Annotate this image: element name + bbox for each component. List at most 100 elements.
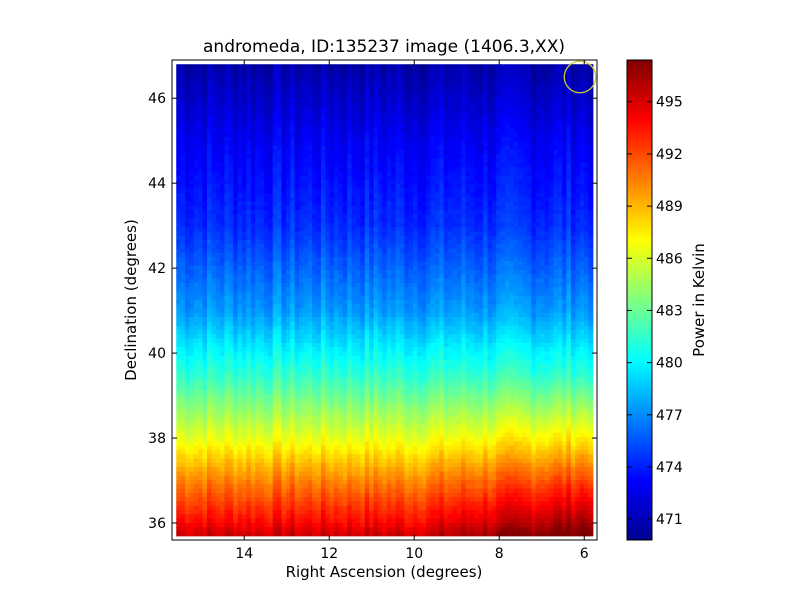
heatmap-cell bbox=[430, 128, 436, 134]
heatmap-cell bbox=[285, 201, 291, 207]
heatmap-cell bbox=[342, 270, 348, 275]
heatmap-cell bbox=[413, 115, 418, 121]
heatmap-cell bbox=[588, 231, 594, 237]
heatmap-cell bbox=[518, 218, 524, 224]
heatmap-cell bbox=[500, 162, 506, 168]
heatmap-cell bbox=[557, 175, 563, 181]
heatmap-cell bbox=[290, 64, 296, 70]
heatmap-cell bbox=[452, 197, 458, 203]
heatmap-cell bbox=[487, 154, 493, 160]
heatmap-cell bbox=[193, 72, 199, 78]
heatmap-cell bbox=[351, 124, 357, 130]
heatmap-cell bbox=[465, 89, 471, 95]
heatmap-cell bbox=[386, 252, 392, 258]
heatmap-cell bbox=[180, 132, 186, 138]
heatmap-cell bbox=[386, 124, 392, 130]
heatmap-cell bbox=[540, 111, 546, 117]
heatmap-cell bbox=[513, 119, 519, 125]
heatmap-cell bbox=[285, 102, 291, 108]
heatmap-cell bbox=[356, 257, 361, 263]
heatmap-cell bbox=[373, 239, 379, 245]
heatmap-cell bbox=[294, 162, 300, 168]
heatmap-cell bbox=[443, 282, 449, 288]
heatmap-cell bbox=[250, 68, 256, 74]
heatmap-cell bbox=[570, 184, 576, 190]
heatmap-cell bbox=[421, 77, 427, 82]
heatmap-cell bbox=[417, 197, 423, 203]
heatmap-cell bbox=[522, 167, 528, 173]
heatmap-cell bbox=[421, 72, 427, 78]
heatmap-cell bbox=[553, 265, 559, 271]
heatmap-cell bbox=[351, 184, 357, 190]
heatmap-cell bbox=[312, 115, 318, 121]
heatmap-cell bbox=[224, 278, 230, 284]
heatmap-cell bbox=[347, 222, 353, 228]
heatmap-cell bbox=[373, 205, 379, 211]
heatmap-cell bbox=[356, 167, 361, 173]
heatmap-cell bbox=[583, 115, 589, 121]
heatmap-cell bbox=[263, 248, 269, 254]
heatmap-cell bbox=[439, 158, 445, 164]
heatmap-cell bbox=[548, 239, 554, 245]
heatmap-cell bbox=[272, 278, 278, 284]
heatmap-cell bbox=[579, 257, 585, 263]
heatmap-cell bbox=[316, 278, 322, 284]
heatmap-cell bbox=[285, 132, 291, 138]
heatmap-cell bbox=[206, 68, 212, 74]
heatmap-cell bbox=[237, 119, 243, 125]
heatmap-cell bbox=[557, 124, 563, 130]
heatmap-cell bbox=[478, 98, 484, 104]
heatmap-cell bbox=[307, 154, 313, 160]
heatmap-cell bbox=[452, 175, 458, 181]
heatmap-cell bbox=[320, 115, 326, 121]
heatmap-cell bbox=[334, 141, 340, 147]
heatmap-cell bbox=[566, 184, 572, 190]
heatmap-cell bbox=[338, 132, 344, 138]
heatmap-cell bbox=[285, 192, 291, 198]
heatmap-cell bbox=[272, 77, 278, 82]
heatmap-cell bbox=[377, 77, 383, 82]
heatmap-cell bbox=[448, 257, 454, 263]
heatmap-cell bbox=[531, 261, 537, 267]
heatmap-cell bbox=[535, 94, 541, 100]
heatmap-cell bbox=[320, 252, 326, 258]
heatmap-cell bbox=[189, 188, 195, 194]
heatmap-cell bbox=[263, 81, 269, 87]
heatmap-cell bbox=[347, 128, 353, 134]
heatmap-cell bbox=[426, 218, 432, 224]
heatmap-cell bbox=[434, 149, 440, 155]
heatmap-cell bbox=[496, 205, 502, 211]
heatmap-cell bbox=[246, 162, 252, 168]
heatmap-cell bbox=[176, 188, 182, 194]
heatmap-cell bbox=[377, 214, 383, 220]
heatmap-cell bbox=[421, 227, 427, 233]
heatmap-cell bbox=[491, 81, 497, 87]
heatmap-cell bbox=[487, 124, 493, 130]
heatmap-cell bbox=[548, 179, 554, 185]
heatmap-cell bbox=[299, 201, 304, 207]
heatmap-cell bbox=[491, 162, 497, 168]
heatmap-cell bbox=[465, 167, 471, 173]
heatmap-cell bbox=[478, 145, 484, 151]
heatmap-cell bbox=[487, 77, 493, 82]
heatmap-cell bbox=[487, 261, 493, 267]
heatmap-cell bbox=[483, 68, 489, 74]
heatmap-cell bbox=[360, 85, 366, 91]
heatmap-cell bbox=[211, 137, 217, 143]
heatmap-cell bbox=[307, 274, 313, 280]
heatmap-cell bbox=[198, 252, 204, 258]
heatmap-cell bbox=[351, 154, 357, 160]
heatmap-cell bbox=[176, 244, 182, 250]
heatmap-cell bbox=[185, 154, 190, 160]
heatmap-cell bbox=[356, 77, 361, 82]
heatmap-cell bbox=[478, 85, 484, 91]
heatmap-cell bbox=[294, 282, 300, 288]
heatmap-cell bbox=[509, 231, 515, 237]
heatmap-cell bbox=[228, 231, 234, 237]
heatmap-cell bbox=[233, 205, 239, 211]
heatmap-cell bbox=[417, 184, 423, 190]
heatmap-cell bbox=[570, 171, 576, 177]
heatmap-cell bbox=[505, 68, 511, 74]
heatmap-cell bbox=[382, 265, 388, 271]
